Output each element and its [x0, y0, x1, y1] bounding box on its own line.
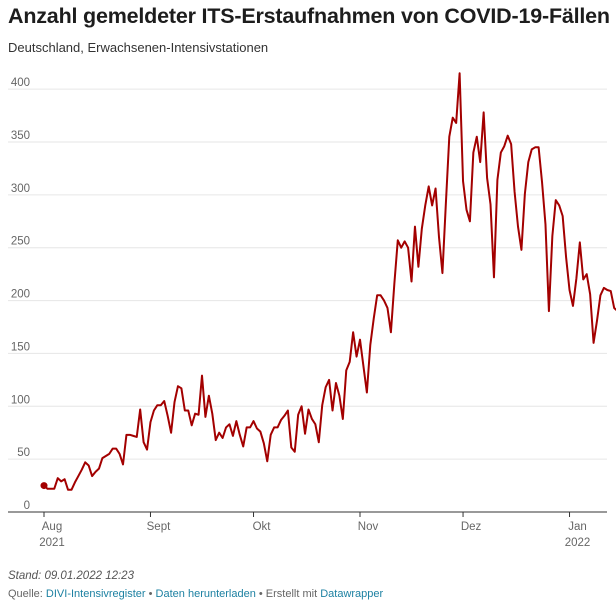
- x-tick-label: Sept: [147, 521, 171, 533]
- series-start-point: [40, 482, 48, 490]
- y-tick-label: 350: [11, 130, 30, 142]
- chart-title: Anzahl gemeldeter ITS-Erstaufnahmen von …: [8, 4, 610, 28]
- source-label: Quelle:: [8, 588, 43, 600]
- chart-notes: Stand: 09.01.2022 12:23: [8, 570, 134, 582]
- y-tick-label: 200: [11, 289, 30, 301]
- x-tick-label: Jan: [568, 521, 587, 533]
- x-tick-sublabel: 2021: [39, 537, 65, 549]
- chart-subtitle: Deutschland, Erwachsenen-Intensivstation…: [8, 40, 269, 55]
- x-tick-sublabel: 2022: [565, 537, 591, 549]
- y-tick-label: 50: [17, 447, 30, 459]
- credit-text: • Erstellt mit: [255, 588, 321, 600]
- y-tick-label: 300: [11, 183, 30, 195]
- datawrapper-link[interactable]: Datawrapper: [320, 588, 384, 600]
- y-tick-label: 150: [11, 341, 30, 353]
- x-tick-label: Dez: [461, 521, 482, 533]
- chart-source: Quelle: DIVI-Intensivregister • Daten he…: [8, 588, 383, 600]
- line-chart: 0 50 100 150 200 250 300 350 400 Aug 2021 Sept Okt No…: [8, 72, 616, 549]
- x-tick-label: Nov: [358, 521, 379, 533]
- source-link-divi[interactable]: DIVI-Intensivregister: [45, 588, 146, 600]
- download-data-link[interactable]: Daten herunterladen: [155, 588, 256, 600]
- source-separator: •: [145, 588, 156, 600]
- y-tick-label: 100: [11, 394, 30, 406]
- y-tick-label: 400: [11, 77, 30, 89]
- y-tick-label: 250: [11, 236, 30, 248]
- series-line: [43, 72, 616, 491]
- x-tick-label: Aug: [42, 521, 62, 533]
- y-tick-label: 0: [24, 500, 30, 512]
- x-tick-label: Okt: [253, 521, 272, 533]
